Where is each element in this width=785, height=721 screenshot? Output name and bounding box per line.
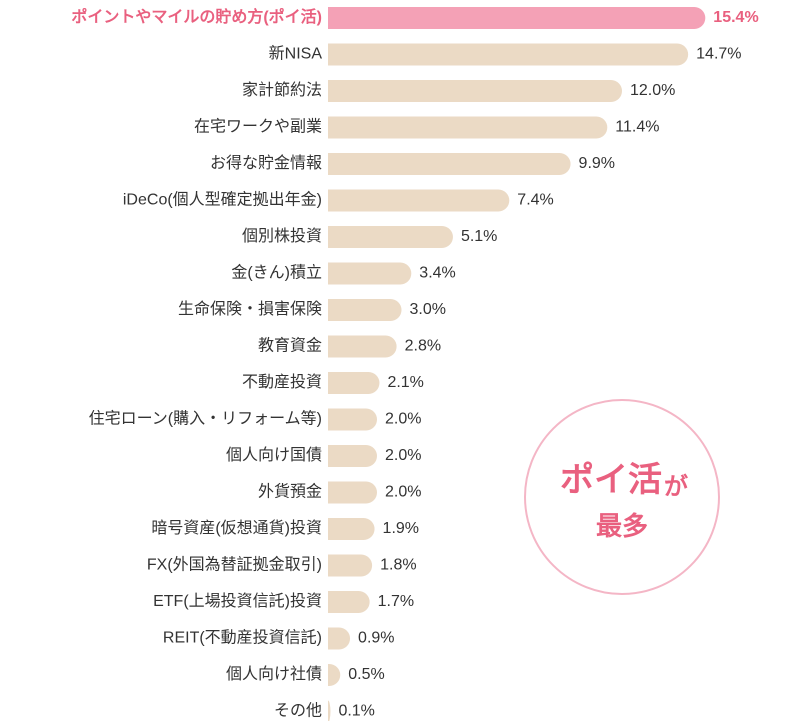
value-label: 0.1%: [338, 703, 374, 720]
value-label: 7.4%: [517, 192, 553, 209]
value-label: 2.0%: [385, 411, 421, 428]
category-label: 新NISA: [269, 45, 323, 63]
bar: [328, 554, 373, 577]
annotation-main: ポイ活: [560, 460, 662, 499]
bar: [328, 627, 351, 650]
bar: [328, 408, 377, 431]
bar: [328, 664, 341, 686]
category-label: FX(外国為替証拠金取引): [147, 556, 322, 574]
bar: [328, 299, 402, 321]
value-label: 1.9%: [383, 520, 419, 537]
category-label: 住宅ローン(購入・リフォーム等): [89, 410, 322, 428]
bar: [328, 116, 608, 139]
category-label: その他: [274, 702, 322, 720]
category-label: 教育資金: [258, 337, 322, 355]
value-label: 0.5%: [348, 666, 384, 683]
bar: [328, 262, 412, 285]
category-label: 個人向け国債: [226, 446, 322, 464]
category-label: ETF(上場投資信託)投資: [153, 592, 322, 610]
category-label: 生命保険・損害保険: [178, 300, 322, 318]
value-label: 2.0%: [385, 484, 421, 501]
category-label: 在宅ワークや副業: [194, 118, 322, 136]
bar: [328, 7, 706, 30]
category-label: 金(きん)積立: [231, 264, 322, 282]
value-label: 2.0%: [385, 447, 421, 464]
category-label: お得な貯金情報: [210, 154, 322, 172]
bar: [328, 481, 377, 504]
annotation-second: 最多: [596, 511, 648, 541]
bar: [328, 372, 380, 394]
value-label: 3.4%: [419, 265, 455, 282]
category-label: 家計節約法: [242, 81, 322, 99]
bar: [328, 445, 377, 467]
category-label: ポイントやマイルの貯め方(ポイ活): [71, 7, 322, 26]
annotation-suffix: が: [664, 472, 688, 500]
category-label: 不動産投資: [242, 373, 322, 391]
annotation-circle: [524, 399, 720, 595]
bar: [328, 153, 571, 175]
value-label: 9.9%: [579, 155, 615, 172]
value-label: 3.0%: [410, 301, 446, 318]
category-label: REIT(不動産投資信託): [163, 629, 322, 647]
value-label: 11.4%: [615, 119, 659, 136]
value-label: 1.7%: [378, 593, 414, 610]
value-label: 12.0%: [630, 82, 675, 99]
category-label: iDeCo(個人型確定拠出年金): [123, 191, 322, 209]
bar: [328, 43, 689, 66]
bar: [328, 80, 622, 102]
bar: [328, 226, 453, 248]
value-label: 2.1%: [387, 374, 423, 391]
bar: [328, 518, 375, 540]
value-label: 0.9%: [358, 630, 394, 647]
bar: [328, 700, 331, 721]
value-label: 1.8%: [380, 557, 416, 574]
value-label: 5.1%: [461, 228, 497, 245]
category-label: 外貨預金: [258, 483, 322, 501]
bar: [328, 591, 370, 613]
category-label: 個別株投資: [242, 227, 322, 245]
value-label: 15.4%: [713, 9, 758, 26]
category-label: 暗号資産(仮想通貨)投資: [151, 519, 322, 537]
value-label: 2.8%: [405, 338, 441, 355]
category-label: 個人向け社債: [226, 665, 322, 683]
bar: [328, 335, 397, 358]
bar: [328, 189, 510, 212]
value-label: 14.7%: [696, 46, 741, 63]
